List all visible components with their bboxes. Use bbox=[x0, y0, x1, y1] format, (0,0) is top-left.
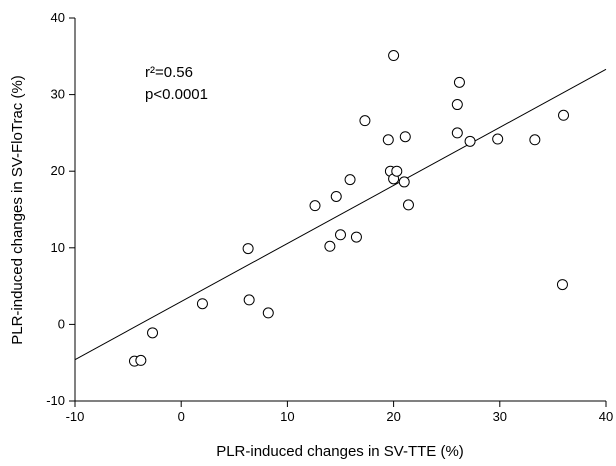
data-point bbox=[242, 243, 254, 255]
data-point bbox=[402, 199, 414, 211]
data-point bbox=[324, 240, 336, 252]
data-point bbox=[382, 134, 394, 146]
y-ticks: -10 0 10 20 30 40 bbox=[46, 10, 75, 408]
x-axis-label: PLR-induced changes in SV-TTE (%) bbox=[216, 443, 464, 460]
plot-area: -10 0 10 20 30 40 -10 0 10 20 30 40 bbox=[46, 10, 613, 424]
data-point bbox=[309, 200, 321, 212]
r-squared-annotation: r²=0.56 bbox=[145, 64, 193, 81]
data-point bbox=[196, 298, 208, 310]
data-points bbox=[128, 50, 570, 367]
data-point bbox=[556, 279, 568, 291]
data-point bbox=[492, 133, 504, 145]
x-ticks: -10 0 10 20 30 40 bbox=[66, 401, 613, 424]
regression-line bbox=[74, 68, 607, 361]
data-point bbox=[330, 190, 342, 202]
data-point bbox=[451, 127, 463, 139]
data-point bbox=[359, 115, 371, 127]
y-tick-label: 40 bbox=[51, 10, 65, 25]
data-point bbox=[529, 134, 541, 146]
x-tick-label: 30 bbox=[493, 409, 507, 424]
data-point bbox=[388, 50, 400, 62]
data-point bbox=[399, 131, 411, 143]
y-tick-label: 30 bbox=[51, 87, 65, 102]
x-tick-label: -10 bbox=[66, 409, 85, 424]
data-point bbox=[243, 294, 255, 306]
x-tick-label: 40 bbox=[599, 409, 613, 424]
data-point bbox=[147, 327, 159, 339]
data-point bbox=[464, 135, 476, 147]
y-tick-label: 10 bbox=[51, 240, 65, 255]
data-point bbox=[135, 354, 147, 366]
p-value-annotation: p<0.0001 bbox=[145, 86, 208, 103]
data-point bbox=[344, 174, 356, 186]
y-tick-label: -10 bbox=[46, 393, 65, 408]
data-point bbox=[558, 109, 570, 121]
data-point bbox=[262, 307, 274, 319]
data-point bbox=[451, 99, 463, 111]
data-point bbox=[335, 229, 346, 241]
data-point bbox=[350, 231, 362, 243]
x-tick-label: 10 bbox=[280, 409, 294, 424]
x-tick-label: 20 bbox=[386, 409, 400, 424]
y-tick-label: 20 bbox=[51, 163, 65, 178]
data-point bbox=[453, 76, 465, 88]
data-point bbox=[398, 176, 410, 188]
y-tick-label: 0 bbox=[58, 316, 65, 331]
data-point bbox=[391, 165, 403, 177]
x-tick-label: 0 bbox=[178, 409, 185, 424]
y-axis-label: PLR-induced changes in SV-FloTrac (%) bbox=[9, 75, 26, 345]
